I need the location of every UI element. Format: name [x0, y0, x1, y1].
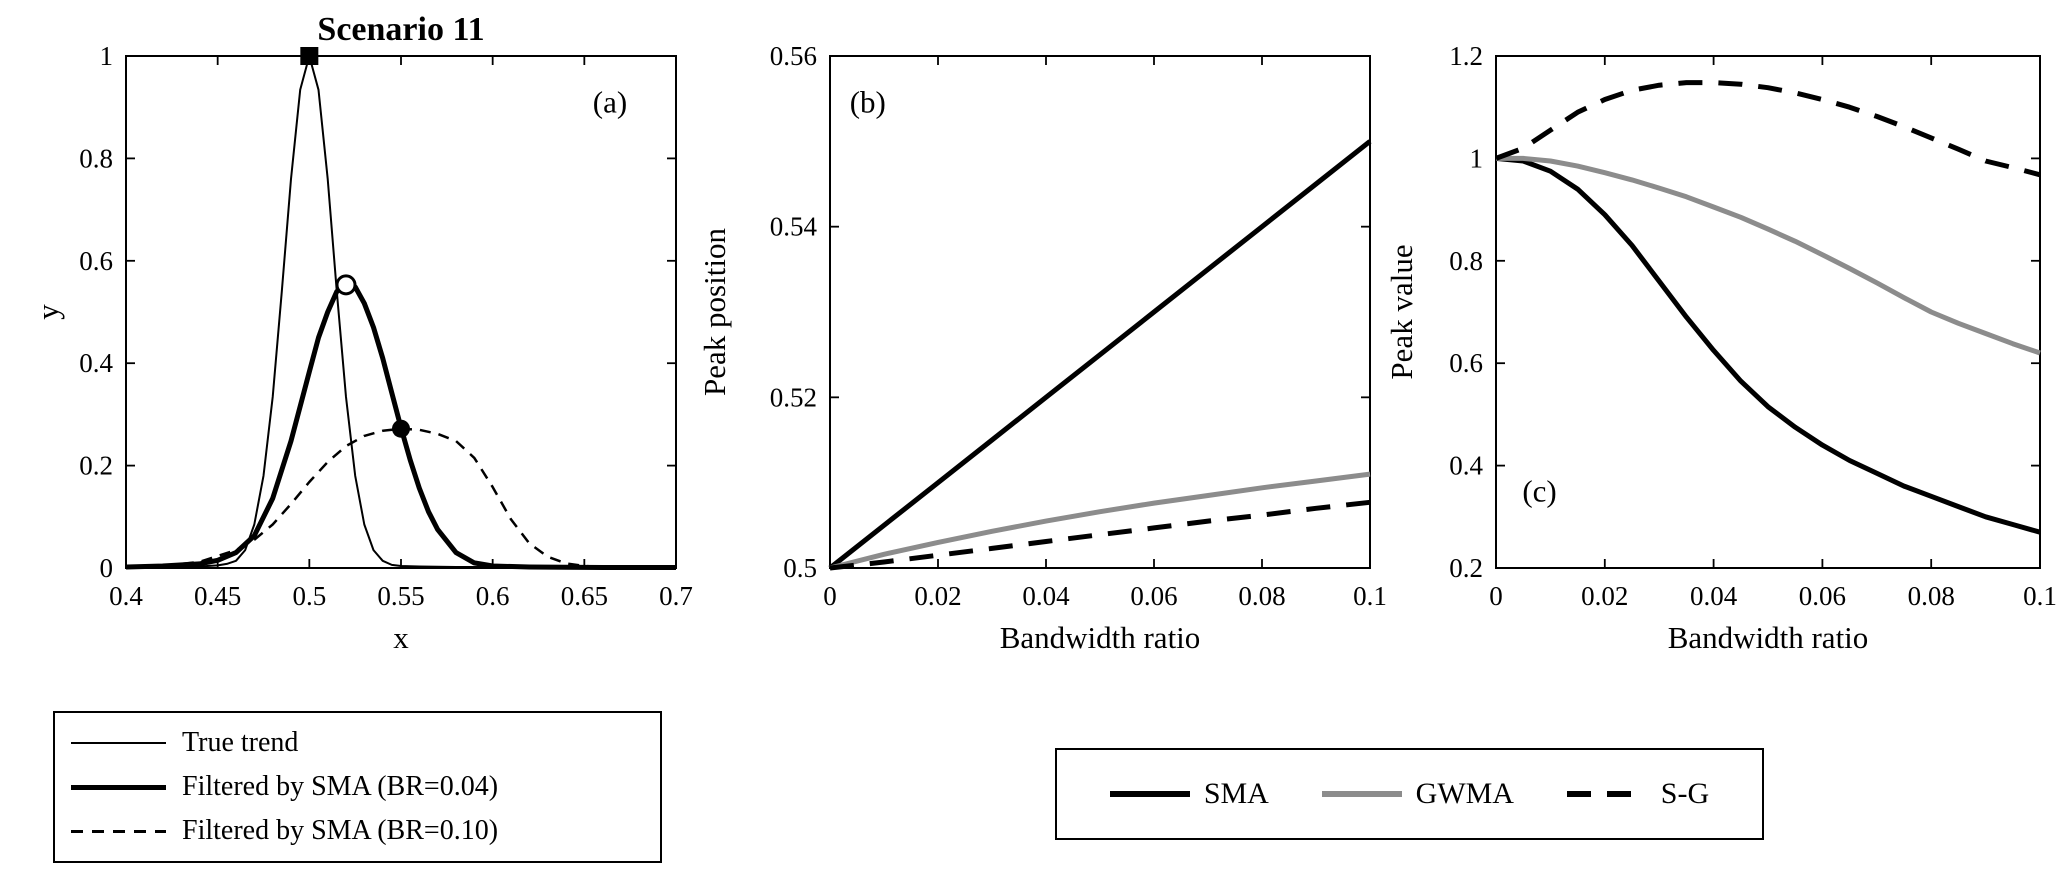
panel-a-marker-square: [300, 47, 319, 65]
panel-c-series-2: [1495, 80, 2041, 178]
panel-b-series-1: [829, 471, 1371, 571]
panel-a-xtick-label: 0.6: [476, 581, 510, 611]
panel-c-ytick-label: 1: [1470, 143, 1484, 173]
line-sample-thin-solid: [71, 742, 166, 744]
panel-a: 0.4 0.45 0.5 0.55 0.6 0.65 0.7 0 0.2 0.4 0.6 0.8 1 Sc…: [30, 11, 693, 655]
legend-panels-bc: SMA GWMA S-G: [1055, 748, 1764, 840]
panel-a-xtick-label: 0.5: [292, 581, 326, 611]
legend-label: GWMA: [1415, 777, 1514, 810]
panel-c-ytick-label: 0.8: [1449, 246, 1483, 276]
panel-a-xtick-label: 0.55: [377, 581, 424, 611]
panel-c-ytick-label: 1.2: [1449, 41, 1483, 71]
panel-a-ytick-label: 0: [100, 553, 114, 583]
panel-a-ylabel: y: [30, 304, 65, 320]
panel-c-ylabel: Peak value: [1384, 244, 1419, 379]
panel-b-xtick-label: 0.1: [1353, 581, 1387, 611]
line-sample-solid-gray: [1321, 791, 1402, 797]
legend-label: Filtered by SMA (BR=0.10): [182, 815, 499, 846]
panel-a-ytick-label: 1: [100, 41, 114, 71]
panel-c-xtick-label: 0: [1489, 581, 1503, 611]
panel-b-ytick-label: 0.52: [770, 382, 817, 412]
panel-c-xtick-label: 0.08: [1908, 581, 1955, 611]
panel-b-xtick-label: 0: [823, 581, 837, 611]
panel-c-xtick-label: 0.1: [2023, 581, 2057, 611]
panel-b-ytick-label: 0.5: [783, 553, 817, 583]
panel-c-series-0: [1495, 155, 2041, 535]
panel-a-series-0: [126, 55, 676, 569]
panel-a-xlabel: x: [393, 620, 409, 655]
panel-a-marker-circle: [392, 419, 410, 438]
panel-b-ytick-label: 0.56: [770, 41, 817, 71]
panel-b-ylabel: Peak position: [697, 228, 732, 396]
panel-a-corner-label: (a): [593, 84, 627, 119]
panel-b-frame: [829, 55, 1371, 569]
panel-b-series-0: [828, 139, 1372, 570]
legend-panel-a: True trend Filtered by SMA (BR=0.04) Fil…: [53, 711, 662, 863]
panel-c-xlabel: Bandwidth ratio: [1668, 620, 1869, 655]
panel-a-ytick-label: 0.6: [79, 246, 113, 276]
legend-item-sg: S-G: [1566, 777, 1710, 811]
legend-item-true-trend: True trend: [71, 727, 650, 759]
panel-c-ytick-label: 0.2: [1449, 553, 1483, 583]
panel-c: 0 0.02 0.04 0.06 0.08 0.1 0.2 0.4 0.6 0.8 1 1.2 Band…: [1384, 41, 2057, 655]
legend-label: SMA: [1203, 777, 1269, 810]
panel-a-xtick-label: 0.65: [561, 581, 608, 611]
panel-a-xtick-label: 0.4: [109, 581, 143, 611]
line-sample-solid-black: [1109, 791, 1190, 797]
panel-a-frame: [125, 55, 677, 569]
line-sample-thick-solid: [71, 784, 166, 790]
panel-b-xtick-label: 0.02: [914, 581, 961, 611]
line-sample-dashed-black: [1566, 791, 1647, 797]
legend-label: S-G: [1660, 777, 1710, 810]
panel-a-ytick-label: 0.2: [79, 451, 113, 481]
panel-a-ytick-label: 0.8: [79, 143, 113, 173]
legend-item-gwma: GWMA: [1321, 777, 1514, 811]
panel-b-xtick-label: 0.06: [1130, 581, 1177, 611]
panel-a-series-1: [125, 282, 676, 570]
panel-b-ytick-label: 0.54: [770, 212, 818, 242]
panel-b: 0 0.02 0.04 0.06 0.08 0.1 0.5 0.52 0.54 0.56 Bandw…: [697, 41, 1387, 655]
panel-c-xtick-label: 0.02: [1581, 581, 1628, 611]
panel-c-corner-label: (c): [1522, 473, 1556, 508]
panel-a-series-2: [125, 427, 676, 569]
panel-c-xtick-label: 0.06: [1799, 581, 1846, 611]
legend-item-sma: SMA: [1109, 777, 1269, 811]
panel-a-title: Scenario 11: [317, 11, 484, 48]
panel-c-xtick-label: 0.04: [1690, 581, 1738, 611]
panel-c-series-1: [1496, 155, 2041, 356]
panel-c-ytick-label: 0.4: [1449, 451, 1483, 481]
panel-b-corner-label: (b): [850, 84, 886, 119]
legend-label: Filtered by SMA (BR=0.04): [182, 771, 499, 802]
panel-a-xtick-label: 0.45: [194, 581, 241, 611]
line-sample-dashed: [71, 829, 166, 833]
panel-c-ytick-label: 0.6: [1449, 348, 1483, 378]
legend-item-sma-br010: Filtered by SMA (BR=0.10): [71, 815, 650, 847]
panel-c-frame: [1495, 55, 2041, 569]
panel-b-xlabel: Bandwidth ratio: [1000, 620, 1201, 655]
panel-a-xtick-label: 0.7: [659, 581, 693, 611]
panel-b-series-2: [829, 499, 1371, 571]
legend-label: True trend: [182, 727, 299, 758]
panel-a-ytick-label: 0.4: [79, 348, 113, 378]
panel-b-xtick-label: 0.04: [1022, 581, 1070, 611]
panel-a-marker-circle: [335, 274, 357, 296]
legend-item-sma-br004: Filtered by SMA (BR=0.04): [71, 771, 650, 803]
panel-b-xtick-label: 0.08: [1238, 581, 1285, 611]
